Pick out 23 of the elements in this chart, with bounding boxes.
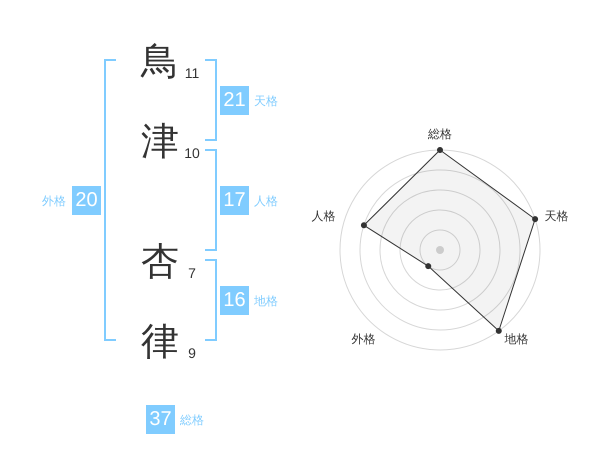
spoke-label: 人格	[311, 209, 336, 224]
category-label: 鳥	[141, 39, 179, 83]
data-label: 17	[220, 186, 249, 215]
category-label: 津	[141, 119, 179, 163]
data-label: 9	[188, 345, 196, 361]
data-label: 10	[184, 145, 200, 161]
spoke-label: 外格	[351, 332, 376, 346]
category-label: 律	[141, 319, 179, 363]
data-label: 16	[220, 286, 249, 315]
data-label: 11	[184, 65, 200, 81]
category-label: 地格	[254, 294, 278, 308]
spoke-label: 天格	[544, 209, 569, 224]
data-label: 20	[72, 186, 101, 215]
data-label: 37	[146, 405, 175, 434]
category-label: 外格	[42, 194, 66, 208]
category-label: 天格	[254, 94, 278, 108]
category-label: 杏	[141, 239, 179, 283]
data-label: 7	[188, 265, 196, 281]
data-label: 21	[220, 86, 249, 115]
category-label: 総格	[180, 413, 204, 427]
category-label: 人格	[254, 194, 278, 208]
spoke-label: 地格	[504, 332, 529, 346]
spoke-label: 総格	[427, 127, 452, 141]
